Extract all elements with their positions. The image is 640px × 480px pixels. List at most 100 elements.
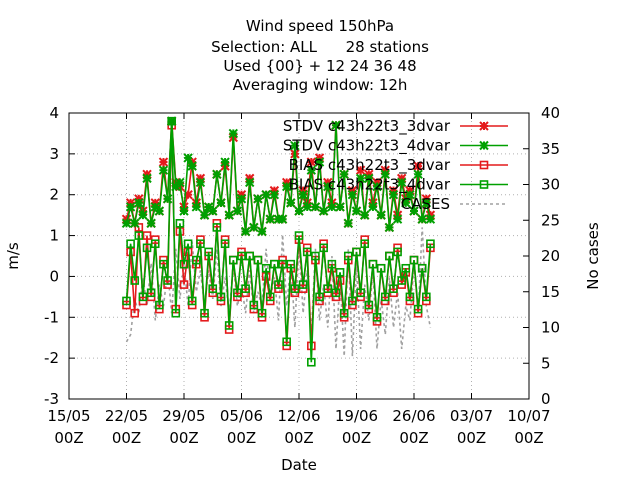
data-point (183, 239, 193, 249)
title-line-2: Selection: ALL 28 stations (211, 38, 429, 56)
data-point (191, 202, 202, 212)
data-point (126, 239, 135, 249)
data-point (360, 239, 370, 249)
data-point (413, 161, 423, 171)
data-point (146, 218, 156, 229)
title-line-3: Used {00} + 12 24 36 48 (223, 57, 416, 75)
data-point (286, 259, 296, 269)
legend-label: BIAS c43h22t3_3dvar (289, 156, 451, 175)
data-point (327, 202, 337, 212)
title-line-4: Averaging window: 12h (233, 76, 408, 94)
data-point (196, 239, 205, 249)
y-tick-label: -3 (44, 390, 59, 408)
data-point (307, 357, 316, 367)
data-point (323, 181, 333, 192)
data-point (306, 157, 317, 167)
data-point (142, 231, 152, 240)
data-point (208, 206, 218, 216)
data-point (318, 206, 329, 216)
data-point (257, 308, 267, 318)
data-point (228, 128, 238, 139)
title-line-1: Wind speed 150hPa (246, 17, 394, 35)
data-point (241, 284, 250, 293)
data-point (200, 308, 209, 318)
data-point (154, 206, 165, 216)
y2-tick-label: 0 (541, 390, 551, 408)
data-point (425, 214, 436, 224)
data-point (409, 255, 419, 265)
data-point (310, 202, 321, 212)
data-point (199, 210, 210, 220)
data-point (163, 276, 172, 285)
data-point (175, 177, 185, 188)
data-point (192, 255, 201, 265)
data-point (339, 169, 349, 179)
data-point (270, 259, 279, 269)
data-point (327, 259, 337, 269)
x-tick-label: 29/05 (162, 407, 205, 425)
data-point (216, 292, 226, 302)
data-point (348, 296, 357, 306)
data-point (380, 292, 390, 302)
data-point (335, 268, 345, 277)
data-point (245, 177, 255, 188)
y-tick-label: -2 (44, 349, 59, 367)
data-point (355, 173, 366, 184)
data-point (319, 243, 328, 253)
data-point (409, 206, 419, 216)
data-point (134, 198, 144, 208)
data-point (421, 198, 432, 208)
series-4 (125, 227, 432, 357)
data-point (216, 198, 226, 208)
y-tick-label: 4 (49, 104, 59, 122)
chart-title: Wind speed 150hPa Selection: ALL 28 stat… (211, 17, 429, 94)
data-point (121, 218, 132, 229)
x-tick-label-time: 00Z (457, 429, 486, 447)
data-point (212, 223, 222, 232)
data-point (158, 165, 169, 175)
data-point (290, 284, 300, 293)
data-point (335, 202, 345, 212)
data-point (413, 169, 423, 179)
y-tick-label: 0 (49, 267, 59, 285)
data-point (278, 259, 287, 269)
y2-tick-label: 35 (541, 140, 560, 158)
x-tick-label: 03/07 (450, 407, 493, 425)
data-point (158, 157, 169, 167)
x-tick-label: 22/05 (105, 407, 148, 425)
x-tick-label: 26/06 (392, 407, 435, 425)
data-point (265, 214, 275, 224)
x-tick-label-time: 00Z (342, 429, 371, 447)
series-line-cases (125, 227, 432, 357)
data-point (249, 222, 259, 233)
data-point (155, 300, 164, 310)
data-point (179, 280, 189, 289)
data-point (212, 169, 222, 179)
data-point (294, 231, 304, 240)
data-point (343, 251, 353, 261)
data-point (269, 190, 280, 200)
data-point (368, 259, 378, 269)
data-point (224, 321, 234, 330)
data-point (187, 161, 197, 171)
y2-axis-title: No cases (584, 222, 602, 290)
data-point (237, 251, 246, 261)
data-point (245, 251, 255, 261)
data-point (159, 259, 168, 269)
data-point (355, 165, 366, 175)
data-point (356, 288, 365, 298)
data-point (261, 263, 271, 273)
data-point (306, 165, 317, 175)
x-tick-label: 12/06 (277, 407, 320, 425)
data-point (405, 190, 415, 200)
data-point (125, 202, 136, 212)
data-point (413, 304, 423, 314)
x-tick-label-time: 00Z (112, 429, 141, 447)
series-3 (122, 116, 435, 367)
y-tick-label: 1 (49, 227, 59, 245)
data-point (360, 210, 370, 220)
data-point (265, 292, 275, 302)
data-point (236, 194, 247, 204)
